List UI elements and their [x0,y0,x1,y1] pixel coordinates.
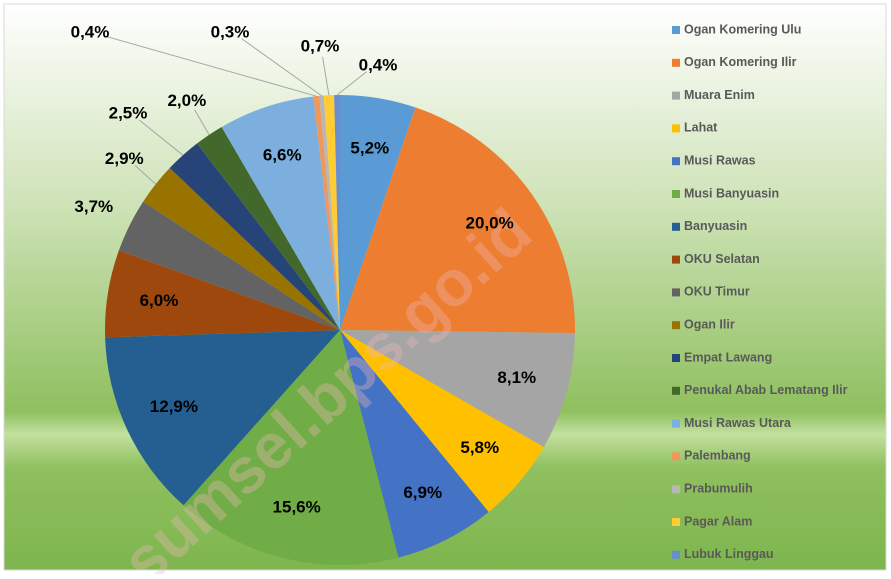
pie-slice [313,95,340,330]
pie-slice [143,168,340,330]
legend-label: Prabumulih [684,481,753,495]
legend-label: Banyuasin [684,219,747,233]
pie-slice [334,95,340,330]
data-label: 6,0% [140,291,179,310]
legend-swatch [672,550,680,559]
pie-slice [183,330,399,566]
legend-label: Musi Banyuasin [684,186,779,200]
data-label: 2,0% [167,91,206,110]
legend-label: Muara Enim [684,88,755,102]
leader-line [194,109,210,136]
leader-line [138,119,184,156]
leader-line [322,56,330,96]
legend-swatch [672,255,680,264]
legend-label: OKU Timur [684,285,750,299]
legend-swatch [672,190,680,198]
pie-slice [323,95,340,330]
pie-slice [340,330,575,448]
data-label: 3,7% [74,197,113,216]
data-label: 15,6% [273,498,321,517]
legend-label: Lahat [684,121,718,135]
legend-swatch [672,321,680,330]
data-label: 2,5% [109,103,148,122]
legend-label: Ogan Ilir [684,317,735,331]
pie-slice [221,96,340,330]
pie-slice [118,201,340,330]
pie-slice [319,95,340,330]
pie [105,95,575,566]
legend-label: Palembang [684,449,751,463]
data-label: 12,9% [150,397,198,416]
legend-swatch [672,354,680,362]
data-label: 5,2% [350,139,389,158]
legend-swatch [672,58,680,67]
data-label: 8,1% [497,368,536,387]
pie-slice [105,330,340,506]
data-label: 0,7% [301,36,340,55]
legend-swatch [672,288,680,297]
data-label: 0,4% [71,22,110,41]
legend-swatch [672,222,680,231]
legend-swatch [672,485,680,494]
pie-slice [340,330,544,513]
pie-slice [340,330,489,558]
legend-swatch [672,518,680,526]
legend-label: Empat Lawang [684,350,772,364]
legend-label: Ogan Komering Ulu [684,22,801,36]
legend-label: Musi Rawas Utara [684,416,792,430]
legend-label: Lubuk Linggau [684,547,774,561]
leader-line [134,165,157,185]
data-label: 6,9% [403,483,442,502]
data-label: 6,6% [263,146,302,165]
data-label: 0,3% [211,22,250,41]
legend-label: Ogan Komering Ilir [684,55,797,69]
legend-label: Pagar Alam [684,514,752,528]
data-label: 0,4% [359,55,398,74]
legend-swatch [672,91,680,100]
leader-line [241,38,322,97]
pie-slice [169,143,340,330]
legend-swatch [672,419,680,428]
leader-line [336,71,367,96]
legend-swatch [672,452,680,461]
legend-swatch [672,386,680,395]
legend-swatch [672,124,680,133]
leader-line [103,35,317,97]
legend-label: Penukal Abab Lematang Ilir [684,383,848,397]
pie-slice [340,107,575,333]
pie-slice [197,126,340,330]
legend-swatch [672,26,680,34]
legend-swatch [672,157,680,166]
data-label: 2,9% [105,149,144,168]
pie-slice [105,250,340,338]
pie-slice [340,95,416,330]
data-label: 20,0% [466,214,514,233]
legend-label: OKU Selatan [684,252,760,266]
data-label: 5,8% [460,438,499,457]
legend-label: Musi Rawas [684,153,756,167]
